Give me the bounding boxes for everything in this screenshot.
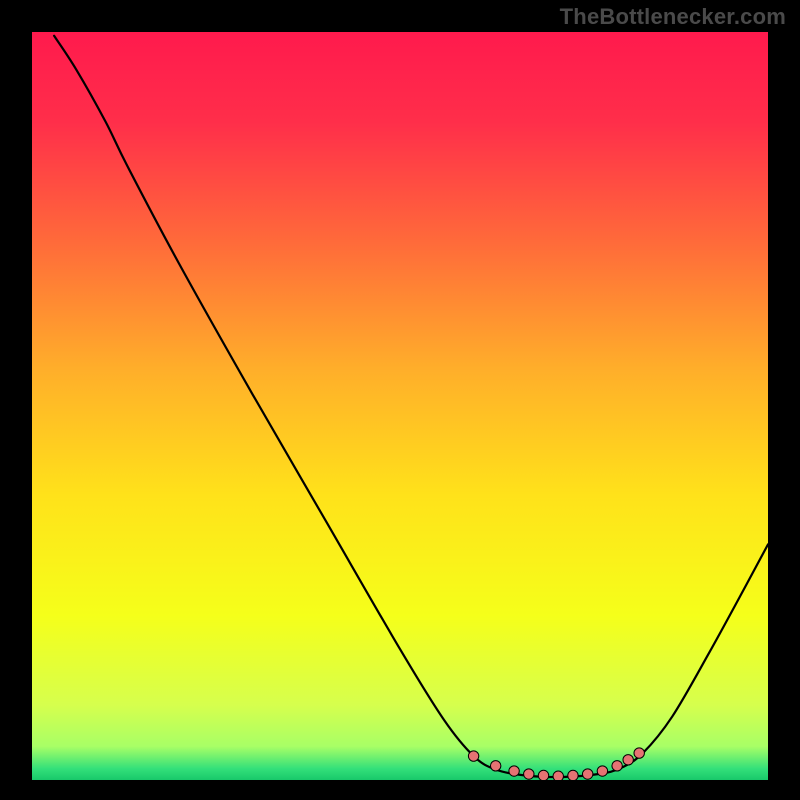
chart-frame: TheBottlenecker.com	[0, 0, 800, 800]
marker-dot	[582, 769, 592, 779]
chart-svg	[32, 32, 768, 780]
marker-dot	[524, 769, 534, 779]
plot-area	[32, 32, 768, 780]
marker-dot	[612, 761, 622, 771]
marker-dot	[623, 755, 633, 765]
plot-background	[32, 32, 768, 780]
marker-dot	[634, 748, 644, 758]
marker-dot	[490, 761, 500, 771]
marker-dot	[538, 770, 548, 780]
marker-dot	[553, 771, 563, 780]
marker-dot	[509, 766, 519, 776]
watermark-text: TheBottlenecker.com	[560, 4, 786, 30]
marker-dot	[597, 766, 607, 776]
marker-dot	[568, 770, 578, 780]
marker-dot	[468, 751, 478, 761]
